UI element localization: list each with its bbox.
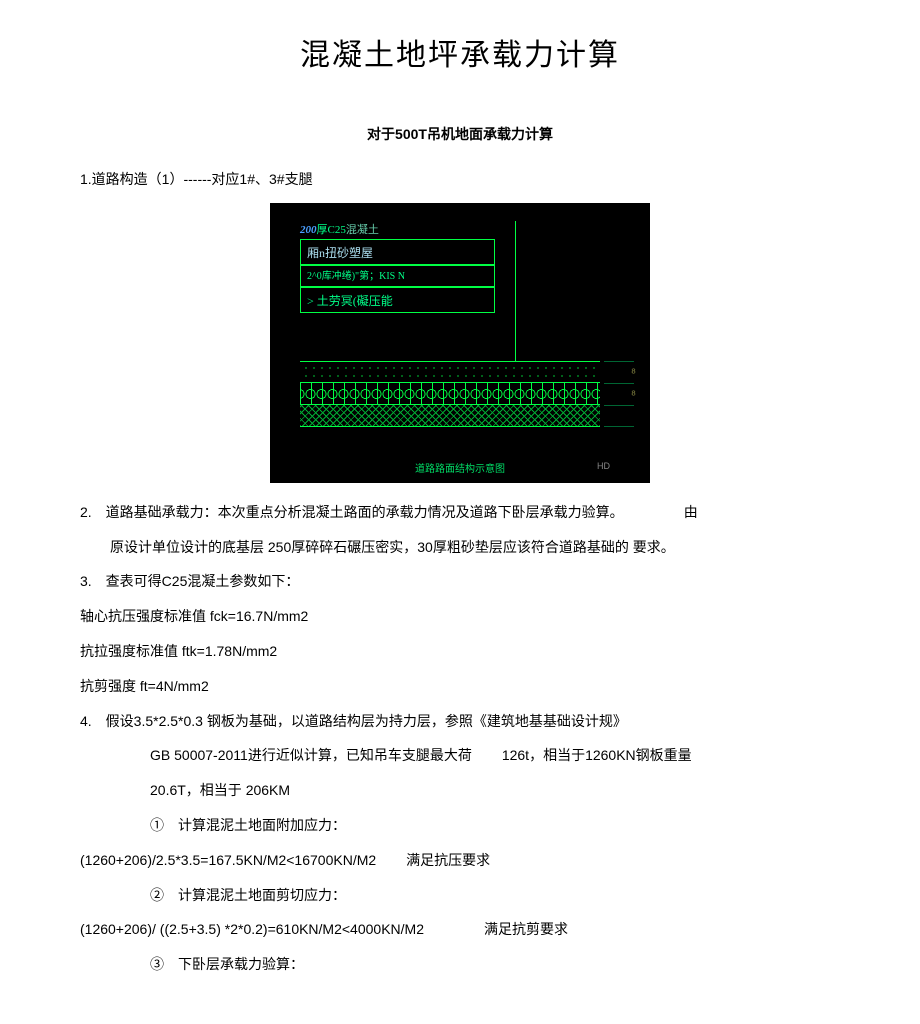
calc-1-heading: ① 计算混泥土地面附加应力： bbox=[80, 810, 840, 841]
cad-label-prefix: 200 bbox=[300, 224, 317, 236]
cad-diagram: 200厚C25混凝土 厢n扭砂塑屋 2^0库冲绻)"第；KIS N > 土劳冥(… bbox=[270, 203, 650, 483]
cad-layer-label-2: 2^0库冲绻)"第；KIS N bbox=[300, 265, 495, 287]
sec4b-right: 126t，相当于1260KN钢板重量 bbox=[502, 747, 692, 763]
section-4-line-b: GB 50007-2011进行近似计算，已知吊车支腿最大荷 126t，相当于126… bbox=[80, 740, 840, 771]
subtitle: 对于500T吊机地面承载力计算 bbox=[80, 124, 840, 144]
section-2-line-b: 原设计单位设计的底基层 250厚碎碎石碾压密实，30厚粗砂垫层应该符合道路基础的… bbox=[80, 532, 840, 563]
param-ft: 抗剪强度 ft=4N/mm2 bbox=[80, 671, 840, 702]
cad-layer-label-1: 厢n扭砂塑屋 bbox=[300, 239, 495, 265]
section-3-heading: 3. 查表可得C25混凝土参数如下： bbox=[80, 566, 840, 597]
sec2a-text: 2. 道路基础承载力：本次重点分析混凝土路面的承载力情况及道路下卧层承载力验算。 bbox=[80, 504, 624, 520]
section-4-line-a: 4. 假设3.5*2.5*0.3 钢板为基础，以道路结构层为持力层，参照《建筑地… bbox=[80, 706, 840, 737]
sec2a-tail: 由 bbox=[684, 504, 698, 520]
param-fck: 轴心抗压强度标准值 fck=16.7N/mm2 bbox=[80, 601, 840, 632]
calc-2-heading: ② 计算混泥土地面剪切应力： bbox=[80, 880, 840, 911]
cad-caption: 道路路面结构示意图 bbox=[270, 460, 650, 475]
cad-hd-badge: HD bbox=[597, 461, 610, 471]
cad-layer-label-3: > 土劳冥(礙压能 bbox=[300, 287, 495, 313]
calc-1-equation: (1260+206)/2.5*3.5=167.5KN/M2<16700KN/M2… bbox=[80, 845, 840, 876]
calc1-eq: (1260+206)/2.5*3.5=167.5KN/M2<16700KN/M2 bbox=[80, 852, 376, 868]
page-title: 混凝土地坪承载力计算 bbox=[80, 30, 840, 74]
cad-layer-concrete bbox=[300, 361, 600, 383]
dim-label-1: 8 bbox=[631, 367, 635, 376]
section-2-line-a: 2. 道路基础承载力：本次重点分析混凝土路面的承载力情况及道路下卧层承载力验算。… bbox=[80, 497, 840, 528]
calc1-result: 满足抗压要求 bbox=[406, 852, 490, 868]
cad-label-suffix: 混凝土 bbox=[346, 224, 379, 236]
param-ftk: 抗拉强度标准值 ftk=1.78N/mm2 bbox=[80, 636, 840, 667]
section-1-heading: 1.道路构造（1）------对应1#、3#支腿 bbox=[80, 164, 840, 195]
section-4-line-c: 20.6T，相当于 206KM bbox=[80, 775, 840, 806]
cad-layer-gravel bbox=[300, 383, 600, 405]
cad-leader-line bbox=[515, 221, 516, 361]
cad-top-label: 200厚C25混凝土 bbox=[300, 221, 379, 237]
calc2-eq: (1260+206)/ ((2.5+3.5) *2*0.2)=610KN/M2<… bbox=[80, 921, 424, 937]
calc2-result: 满足抗剪要求 bbox=[484, 921, 568, 937]
calc-3-heading: ③ 下卧层承载力验算： bbox=[80, 949, 840, 980]
cad-dimensions: 8 8 bbox=[604, 361, 634, 427]
cad-layer-soil bbox=[300, 405, 600, 427]
diagram-container: 200厚C25混凝土 厢n扭砂塑屋 2^0库冲绻)"第；KIS N > 土劳冥(… bbox=[80, 203, 840, 483]
sec4b-left: GB 50007-2011进行近似计算，已知吊车支腿最大荷 bbox=[150, 747, 472, 763]
dim-label-2: 8 bbox=[631, 389, 635, 398]
calc-2-equation: (1260+206)/ ((2.5+3.5) *2*0.2)=610KN/M2<… bbox=[80, 914, 840, 945]
cad-cross-section bbox=[300, 361, 600, 451]
cad-label-mid: 厚C25 bbox=[317, 224, 346, 236]
